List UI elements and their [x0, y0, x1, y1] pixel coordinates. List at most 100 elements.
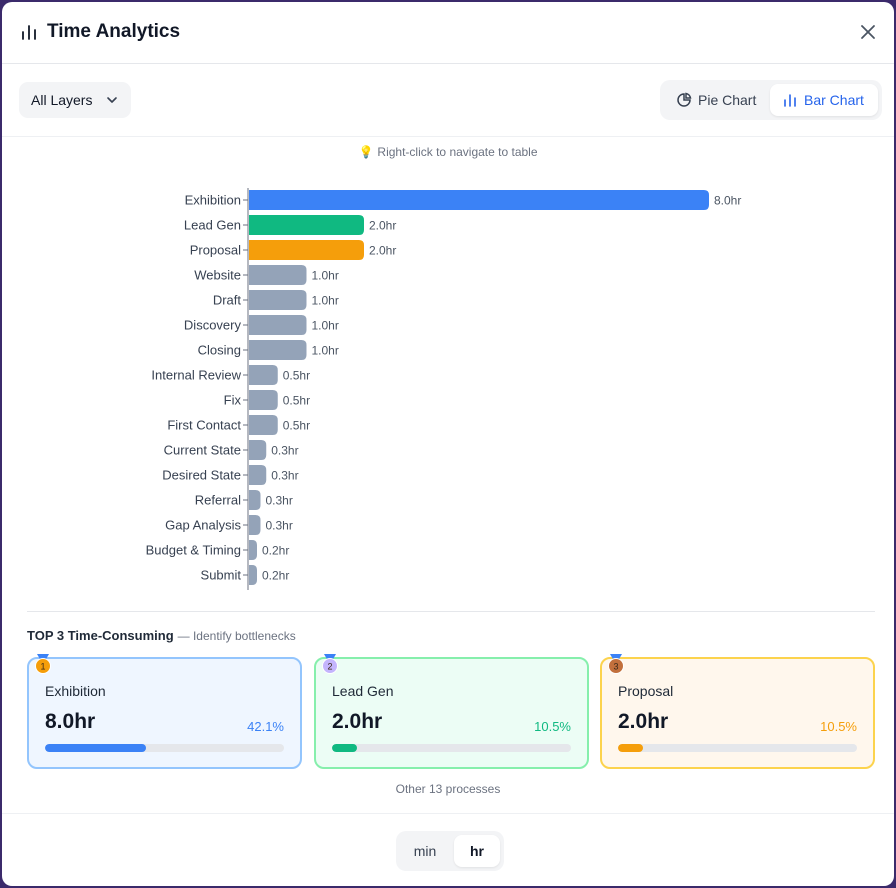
pie-chart-label: Pie Chart	[698, 92, 757, 108]
card-process-name: Exhibition	[45, 683, 106, 699]
category-label: Fix	[224, 393, 242, 408]
card-percent: 42.1%	[247, 719, 284, 734]
card-percent: 10.5%	[820, 719, 857, 734]
value-label: 0.2hr	[262, 544, 289, 558]
medal-icon: 3	[604, 653, 628, 682]
bar[interactable]	[249, 290, 307, 310]
bar[interactable]	[249, 265, 307, 285]
card-time-value: 2.0hr	[618, 710, 669, 733]
value-label: 0.5hr	[283, 394, 310, 408]
category-label: Discovery	[184, 318, 242, 333]
value-label: 2.0hr	[369, 219, 396, 233]
bar[interactable]	[249, 240, 364, 260]
value-label: 1.0hr	[312, 319, 339, 333]
bar[interactable]	[249, 415, 278, 435]
value-label: 8.0hr	[714, 194, 741, 208]
pie-chart-button[interactable]: Pie Chart	[666, 84, 770, 116]
card-time-value: 8.0hr	[45, 710, 96, 733]
lightbulb-icon: 💡	[358, 145, 374, 159]
medal-rank: 1	[40, 662, 45, 672]
modal-title: Time Analytics	[47, 21, 181, 42]
card-progress-fill	[45, 744, 146, 752]
top3-card[interactable]: 2 Lead Gen 2.0hr 10.5%	[314, 654, 589, 769]
unit-min-button[interactable]: min	[413, 843, 437, 859]
hint-text: Right-click to navigate to table	[377, 145, 538, 159]
top3-heading: TOP 3 Time-Consuming — Identify bottlenec…	[27, 628, 296, 643]
card-process-name: Lead Gen	[332, 683, 394, 699]
card-progress-fill	[618, 744, 644, 752]
category-label: Draft	[213, 293, 242, 308]
chevron-down-icon	[105, 93, 119, 110]
category-label: First Contact	[167, 418, 241, 433]
bar[interactable]	[249, 440, 267, 460]
top3-card[interactable]: 1 Exhibition 8.0hr 42.1%	[27, 654, 302, 769]
medal-rank: 2	[327, 662, 332, 672]
value-label: 0.5hr	[283, 419, 310, 433]
value-label: 0.3hr	[271, 469, 298, 483]
category-label: Gap Analysis	[165, 518, 241, 533]
card-progress-track	[618, 744, 857, 752]
other-processes-label: Other 13 processes	[395, 782, 501, 796]
value-label: 0.3hr	[266, 519, 293, 533]
layer-filter-label: All Layers	[31, 92, 93, 108]
modal-footer: min hr	[2, 813, 894, 886]
medal-rank: 3	[613, 662, 618, 672]
bar-chart-icon	[19, 22, 39, 47]
category-label: Lead Gen	[184, 218, 241, 233]
unit-hr-button[interactable]: hr	[454, 835, 500, 867]
bar-chart: Exhibition 8.0hr Lead Gen 2.0hr Proposal 2.0h…	[146, 188, 741, 590]
bar-chart-icon	[784, 94, 796, 107]
category-label: Proposal	[190, 243, 241, 258]
value-label: 0.3hr	[266, 494, 293, 508]
bar-chart-label: Bar Chart	[804, 92, 864, 108]
card-process-name: Proposal	[618, 683, 674, 699]
close-icon	[861, 25, 875, 39]
card-progress-fill	[332, 744, 358, 752]
category-label: Submit	[201, 568, 242, 583]
category-label: Exhibition	[185, 193, 241, 208]
bar[interactable]	[249, 540, 257, 560]
category-label: Budget & Timing	[146, 543, 241, 558]
toolbar: All Layers Pie Chart Bar Chart	[2, 64, 894, 137]
value-label: 0.3hr	[271, 444, 298, 458]
layer-filter-dropdown[interactable]: All Layers	[19, 82, 131, 118]
modal-header: Time Analytics	[2, 2, 894, 64]
medal-icon: 1	[31, 653, 55, 682]
bar[interactable]	[249, 315, 307, 335]
card-percent: 10.5%	[534, 719, 571, 734]
category-label: Referral	[195, 493, 241, 508]
chart-type-toggle: Pie Chart Bar Chart	[660, 80, 882, 120]
bar[interactable]	[249, 190, 709, 210]
value-label: 0.2hr	[262, 569, 289, 583]
category-label: Website	[194, 268, 241, 283]
bar[interactable]	[249, 515, 261, 535]
medal-icon: 2	[318, 653, 342, 682]
category-label: Closing	[198, 343, 241, 358]
bar[interactable]	[249, 365, 278, 385]
bar[interactable]	[249, 215, 364, 235]
card-time-value: 2.0hr	[332, 710, 383, 733]
close-button[interactable]	[856, 20, 880, 44]
value-label: 2.0hr	[369, 244, 396, 258]
category-label: Internal Review	[151, 368, 241, 383]
card-progress-track	[45, 744, 284, 752]
pie-chart-icon	[677, 92, 692, 107]
category-label: Current State	[164, 443, 241, 458]
top3-subtitle: — Identify bottlenecks	[177, 629, 296, 643]
bar[interactable]	[249, 340, 307, 360]
top3-card[interactable]: 3 Proposal 2.0hr 10.5%	[600, 654, 875, 769]
bar[interactable]	[249, 465, 267, 485]
top3-title: TOP 3 Time-Consuming	[27, 628, 174, 643]
card-progress-track	[332, 744, 571, 752]
bar[interactable]	[249, 565, 257, 585]
category-label: Desired State	[162, 468, 241, 483]
bar-chart-button[interactable]: Bar Chart	[770, 84, 878, 116]
value-label: 1.0hr	[312, 344, 339, 358]
unit-toggle: min hr	[396, 831, 504, 871]
section-divider	[27, 611, 875, 612]
bar[interactable]	[249, 490, 261, 510]
bar[interactable]	[249, 390, 278, 410]
value-label: 1.0hr	[312, 269, 339, 283]
navigation-hint: 💡 Right-click to navigate to table	[2, 145, 894, 159]
